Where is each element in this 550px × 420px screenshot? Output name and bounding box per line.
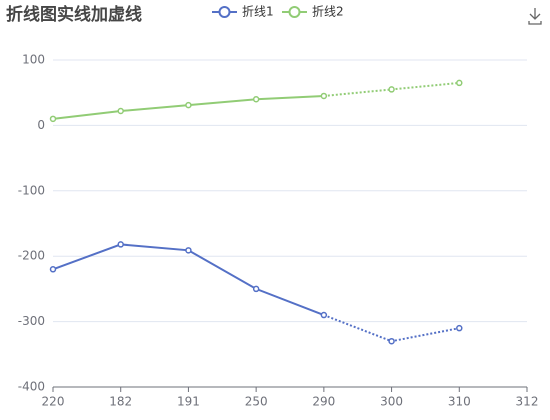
point xyxy=(185,247,192,254)
y-tick-label: -100 xyxy=(18,183,45,197)
legend-marker xyxy=(288,6,301,18)
y-tick-label: 0 xyxy=(37,118,45,132)
legend-marker xyxy=(218,6,231,18)
point xyxy=(49,115,57,123)
point xyxy=(388,86,395,93)
point xyxy=(117,107,124,115)
point xyxy=(456,324,463,332)
x-tick-label: 310 xyxy=(448,395,471,409)
x-tick-label: 220 xyxy=(42,395,65,409)
x-tick-label: 312 xyxy=(516,395,539,409)
line-dashed xyxy=(323,314,460,343)
y-tick-label: -300 xyxy=(18,314,45,328)
point xyxy=(320,92,328,100)
y-tick-label: -400 xyxy=(18,380,45,394)
point xyxy=(252,285,260,293)
point xyxy=(185,101,192,109)
legend-label: 折线2 xyxy=(312,4,344,19)
point xyxy=(252,95,260,103)
x-tick-label: 300 xyxy=(380,395,403,409)
download-icon[interactable] xyxy=(528,8,542,25)
chart-title: 折线图实线加虚线 xyxy=(6,4,142,25)
x-tick-label: 290 xyxy=(312,395,335,409)
line xyxy=(52,243,325,316)
point xyxy=(456,79,463,87)
legend-label: 折线1 xyxy=(242,4,274,19)
point xyxy=(388,337,395,345)
point xyxy=(320,311,328,319)
x-tick-label: 182 xyxy=(109,395,132,409)
y-tick-label: -200 xyxy=(18,249,45,263)
x-tick-label: 250 xyxy=(245,395,268,409)
point xyxy=(49,266,57,273)
y-tick-label: 100 xyxy=(22,53,45,67)
x-tick-label: 191 xyxy=(177,395,200,409)
point xyxy=(117,241,124,248)
